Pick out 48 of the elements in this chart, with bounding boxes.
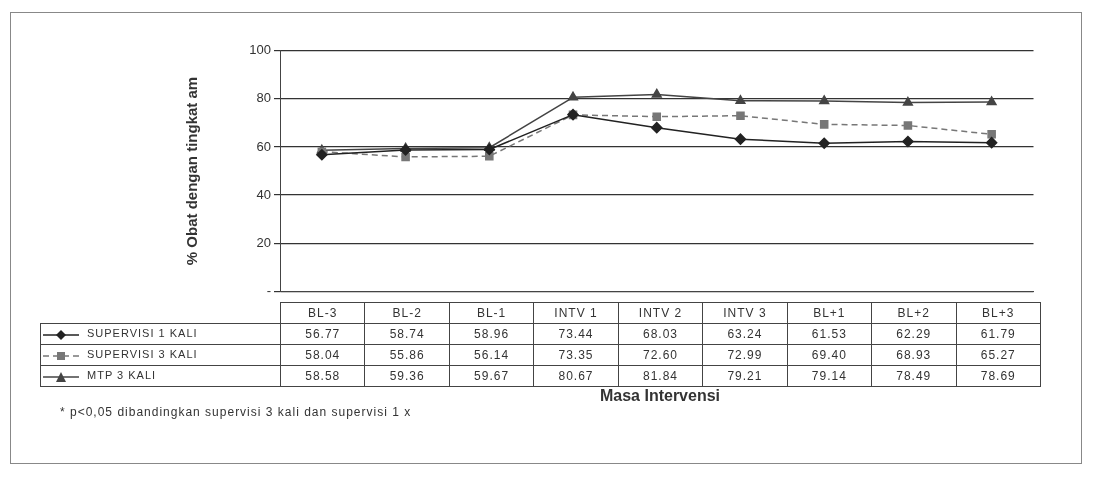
data-label: 81.84 (618, 365, 703, 387)
data-label: 56.77 (280, 323, 365, 345)
data-label: 68.03 (618, 323, 703, 345)
x-tick-label: BL-3 (280, 302, 365, 324)
legend-label: MTP 3 KALI (40, 365, 281, 387)
data-label: 55.86 (364, 344, 450, 366)
data-label: 79.21 (702, 365, 788, 387)
data-label: 58.74 (364, 323, 450, 345)
y-tick-label: 60 (256, 138, 271, 154)
data-label: 58.58 (280, 365, 365, 387)
data-label: 59.36 (364, 365, 450, 387)
text: * p<0,05 dibandingkan supervisi 3 kali dan supervisi 1 x (60, 405, 413, 419)
x-tick-label: BL+2 (871, 302, 956, 324)
data-label: 80.67 (533, 365, 619, 387)
x-tick-label: BL+3 (956, 302, 1041, 324)
data-label: 73.44 (533, 323, 619, 345)
data-label: 79.14 (787, 365, 872, 387)
data-label: 56.14 (449, 344, 534, 366)
data-label: 59.67 (449, 365, 534, 387)
data-label: 58.96 (449, 323, 534, 345)
data-label: 72.99 (702, 344, 788, 366)
data-label: 72.60 (618, 344, 703, 366)
legend-label: SUPERVISI 1 KALI (40, 323, 281, 345)
data-label: 58.04 (280, 344, 365, 366)
y-tick-label: 20 (256, 234, 271, 250)
y-axis-title: % Obat dengan tingkat am (183, 76, 201, 266)
y-tick-label: - (266, 282, 271, 298)
x-tick-label: BL-2 (364, 302, 450, 324)
data-label: 61.53 (787, 323, 872, 345)
y-tick-label: 100 (249, 42, 271, 58)
data-label: 63.24 (702, 323, 788, 345)
data-label: 73.35 (533, 344, 619, 366)
y-tick-label: 80 (256, 90, 271, 106)
data-label: 78.69 (956, 365, 1041, 387)
data-label: 69.40 (787, 344, 872, 366)
x-tick-label: INTV 2 (618, 302, 703, 324)
legend-label: SUPERVISI 3 KALI (40, 344, 281, 366)
x-tick-label: INTV 3 (702, 302, 788, 324)
data-label: 61.79 (956, 323, 1041, 345)
data-label: 62.29 (871, 323, 956, 345)
y-tick-label: 40 (256, 186, 271, 202)
x-tick-label: BL+1 (787, 302, 872, 324)
data-label: 78.49 (871, 365, 956, 387)
data-label: 68.93 (871, 344, 956, 366)
x-tick-label: INTV 1 (533, 302, 619, 324)
x-axis-title: Masa Intervensi (598, 387, 722, 405)
data-label: 65.27 (956, 344, 1041, 366)
x-tick-label: BL-1 (449, 302, 534, 324)
